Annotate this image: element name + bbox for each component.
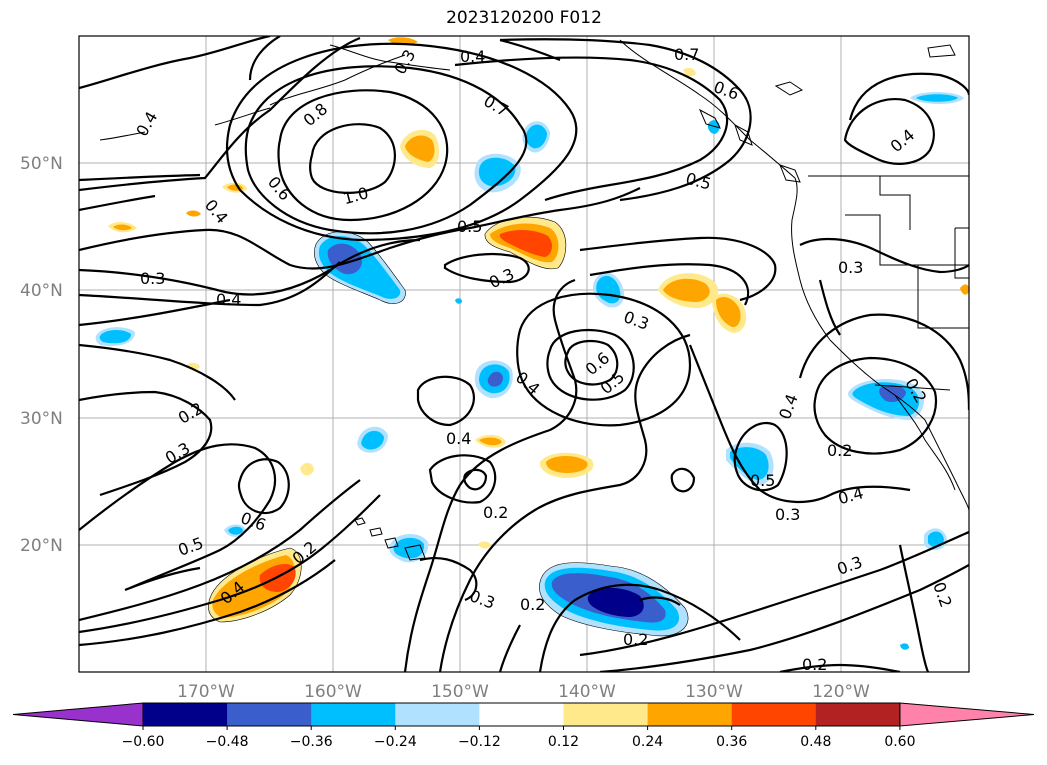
label-0-2-east: 0.2 (827, 441, 852, 460)
lon-label-130w: 130°W (685, 682, 743, 702)
colorbar-tick-label: −0.48 (206, 734, 249, 750)
colorbar-segment (563, 703, 649, 726)
lat-label-30n: 30°N (20, 409, 63, 429)
label-0-5-east: 0.5 (750, 471, 775, 490)
colorbar-segment (227, 703, 312, 726)
label-0-3-far-east: 0.3 (838, 258, 863, 277)
longitude-labels: 170°W 160°W 150°W 140°W 130°W 120°W (177, 682, 870, 702)
label-0-2-south: 0.2 (520, 595, 545, 614)
label-0-5-center: 0.5 (457, 217, 482, 236)
label-0-2-south-center: 0.2 (483, 503, 508, 522)
colorbar-tick-label: −0.24 (374, 734, 417, 750)
colorbar-tick-label: −0.60 (122, 734, 165, 750)
colorbar-extend-low (12, 702, 144, 727)
colorbar-tick-label: 0.48 (800, 734, 831, 750)
lat-label-20n: 20°N (20, 536, 63, 556)
colorbar-segment (395, 703, 480, 726)
colorbar-outline (142, 702, 901, 727)
label-0-7-coast: 0.7 (674, 45, 699, 64)
colorbar-extend-high (899, 702, 1035, 727)
map-frame (78, 35, 970, 673)
label-0-4-west2: 0.4 (216, 290, 241, 309)
shaded-anomalies (95, 37, 969, 650)
lon-label-150w: 150°W (431, 682, 489, 702)
colorbar-tick-label: 0.24 (632, 734, 663, 750)
colorbar-tick-label: −0.36 (290, 734, 333, 750)
colorbar-segment (731, 703, 817, 726)
label-0-2-south2: 0.2 (623, 630, 648, 649)
lon-label-170w: 170°W (177, 682, 235, 702)
label-0-4-mid: 0.4 (446, 429, 471, 448)
colorbar-tick-label: 0.60 (884, 734, 915, 750)
label-0-3-se: 0.3 (775, 505, 800, 524)
lat-label-40n: 40°N (20, 281, 63, 301)
lon-label-160w: 160°W (304, 682, 362, 702)
latitude-labels: 50°N 40°N 30°N 20°N (20, 154, 63, 556)
colorbar-segment (479, 703, 564, 726)
contour-lines (79, 36, 969, 672)
colorbar-segment (143, 703, 228, 726)
label-0-3-west: 0.3 (140, 269, 165, 288)
colorbar: −0.60 −0.48 −0.36 −0.24 −0.12 0.12 0.24 0.36 0.4… (12, 702, 1035, 750)
map-title: 2023120200 F012 (446, 8, 602, 28)
patch-outlines (208, 216, 689, 637)
lon-label-140w: 140°W (558, 682, 616, 702)
colorbar-tick-label: −0.12 (458, 734, 501, 750)
colorbar-tick-label: 0.36 (716, 734, 747, 750)
lat-label-50n: 50°N (20, 154, 63, 174)
colorbar-segment (311, 703, 396, 726)
lon-label-120w: 120°W (812, 682, 870, 702)
colorbar-segment (815, 703, 901, 726)
colorbar-tick-label: 0.12 (548, 734, 579, 750)
label-0-4-north: 0.4 (460, 47, 485, 66)
colorbar-segment (647, 703, 733, 726)
label-0-2-bottom: 0.2 (802, 655, 827, 674)
